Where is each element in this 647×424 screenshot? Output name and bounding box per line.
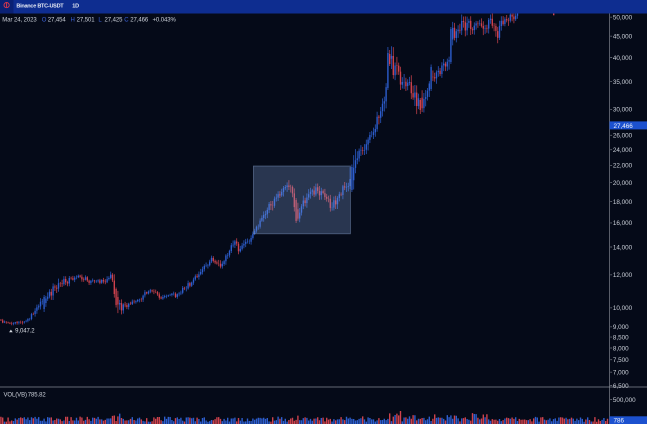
svg-text:14,000: 14,000 (613, 244, 633, 251)
svg-text:26,000: 26,000 (613, 133, 633, 140)
svg-text:27,454: 27,454 (48, 17, 67, 23)
svg-text:50,000: 50,000 (613, 15, 633, 22)
svg-text:16,000: 16,000 (613, 220, 633, 227)
svg-text:20,000: 20,000 (613, 180, 633, 187)
svg-text:24,000: 24,000 (613, 147, 633, 154)
svg-text:1D: 1D (72, 3, 79, 9)
svg-text:C: C (124, 17, 129, 23)
svg-text:9,000: 9,000 (613, 324, 629, 331)
svg-text:18,000: 18,000 (613, 199, 633, 206)
svg-text:27,466: 27,466 (614, 123, 634, 130)
svg-text:L: L (98, 17, 102, 23)
svg-text:27,501: 27,501 (77, 17, 96, 23)
svg-text:VOL(VB): VOL(VB) (4, 392, 28, 398)
svg-text:8,000: 8,000 (613, 345, 629, 352)
svg-text:Binance BTC-USDT: Binance BTC-USDT (16, 3, 64, 9)
svg-text:30,000: 30,000 (613, 107, 633, 114)
svg-text:22,000: 22,000 (613, 163, 633, 170)
svg-text:27,466: 27,466 (130, 17, 149, 23)
svg-text:8,500: 8,500 (613, 334, 629, 341)
svg-text:27,425: 27,425 (105, 17, 124, 23)
svg-text:7,500: 7,500 (613, 357, 629, 364)
svg-text:12,000: 12,000 (613, 272, 633, 279)
svg-text:H: H (71, 17, 75, 23)
svg-text:35,000: 35,000 (613, 79, 633, 86)
svg-text:+0.043%: +0.043% (153, 17, 177, 23)
svg-text:Mar 24, 2023: Mar 24, 2023 (2, 17, 37, 23)
svg-text:7,000: 7,000 (613, 370, 629, 377)
svg-text:10,000: 10,000 (613, 305, 633, 312)
svg-text:785.82: 785.82 (28, 392, 47, 398)
svg-text:6,500: 6,500 (613, 383, 629, 390)
svg-text:45,000: 45,000 (613, 34, 633, 41)
svg-text:40,000: 40,000 (613, 55, 633, 62)
svg-text:500,000: 500,000 (613, 397, 636, 404)
svg-text:9,047.2: 9,047.2 (15, 329, 35, 335)
svg-text:O: O (42, 17, 47, 23)
svg-text:786: 786 (614, 418, 625, 424)
